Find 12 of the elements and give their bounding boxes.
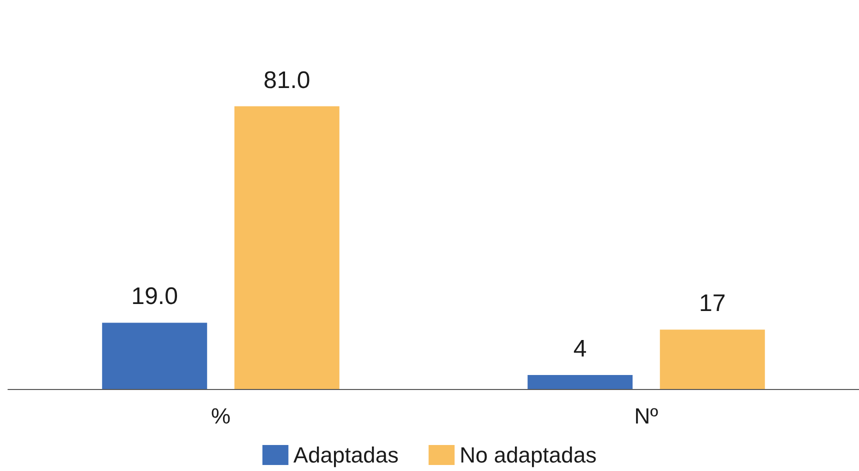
data-label: 17 xyxy=(699,290,726,318)
data-label: 4 xyxy=(573,336,587,363)
x-tick-label: % xyxy=(210,404,231,428)
bar xyxy=(102,322,208,389)
data-label: 19.0 xyxy=(131,283,178,310)
bar xyxy=(234,106,340,389)
bar xyxy=(660,330,765,389)
legend-label: Adaptadas xyxy=(293,442,399,468)
legend-label: No adaptadas xyxy=(460,442,597,468)
data-label: 81.0 xyxy=(264,66,310,94)
bar xyxy=(528,375,633,389)
x-tick-label: Nº xyxy=(634,404,658,428)
